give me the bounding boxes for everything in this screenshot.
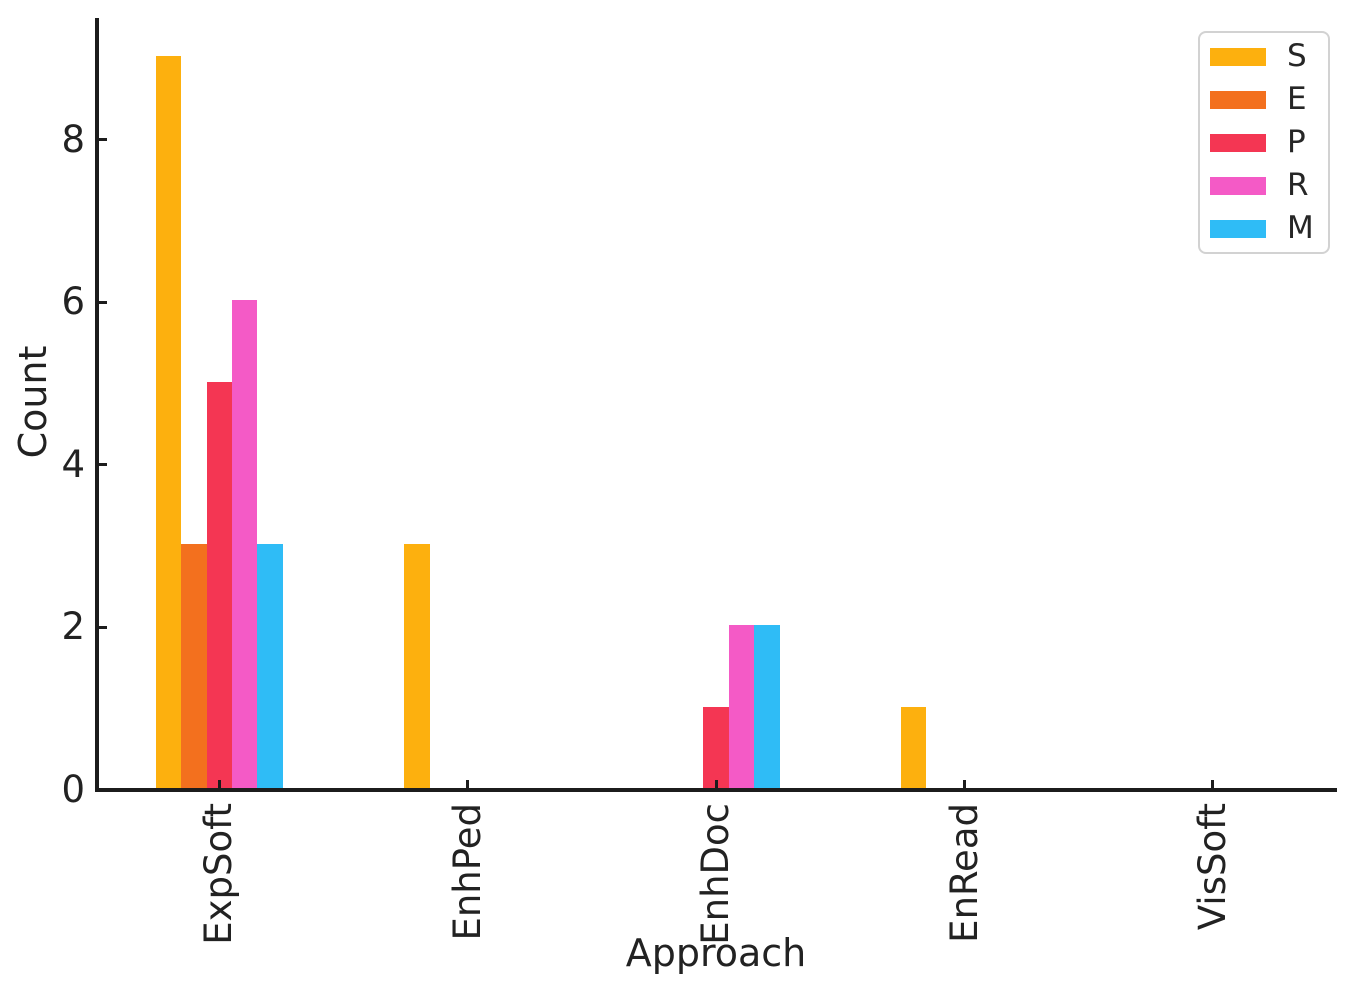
legend-label-M: M (1287, 210, 1314, 246)
legend-swatch-S (1210, 47, 1266, 66)
bar-ExpSoft-P (206, 381, 232, 788)
y-tick-mark-8 (99, 138, 107, 142)
x-tick-label-EnRead: EnRead (942, 803, 986, 943)
x-tick-label-EnhPed: EnhPed (445, 803, 489, 941)
y-tick-label-8: 8 (61, 117, 85, 161)
bar-ExpSoft-R (232, 300, 258, 788)
bar-EnRead-S (901, 706, 927, 788)
bar-ExpSoft-E (181, 544, 207, 788)
x-tick-label-VisSoft: VisSoft (1190, 803, 1234, 931)
y-tick-mark-4 (99, 463, 107, 467)
legend-swatch-P (1210, 133, 1266, 152)
y-axis-spine (95, 18, 99, 792)
y-tick-label-0: 0 (61, 768, 85, 811)
legend-label-E: E (1287, 81, 1307, 117)
legend-item-R: R (1210, 164, 1314, 207)
bar-EnhDoc-P (703, 706, 729, 788)
bar-EnhPed-S (404, 544, 430, 788)
legend-label-P: P (1287, 124, 1306, 160)
legend-item-S: S (1210, 35, 1314, 78)
x-tick-mark-EnhDoc (714, 780, 718, 788)
bar-ExpSoft-S (155, 56, 182, 788)
x-tick-label-EnhDoc: EnhDoc (694, 803, 738, 945)
y-tick-label-6: 6 (61, 280, 85, 324)
y-tick-mark-6 (99, 300, 107, 304)
bar-EnhDoc-R (728, 625, 755, 788)
y-axis-title: Count (11, 345, 55, 459)
legend-swatch-M (1210, 219, 1266, 238)
legend-swatch-R (1210, 176, 1266, 195)
legend-label-S: S (1287, 38, 1307, 74)
bar-EnhDoc-M (754, 625, 780, 788)
x-tick-mark-VisSoft (1211, 780, 1215, 788)
y-tick-label-2: 2 (61, 605, 85, 649)
x-tick-mark-EnhPed (466, 780, 470, 788)
y-tick-label-4: 4 (61, 442, 85, 486)
x-axis-spine (95, 788, 1337, 792)
x-tick-mark-EnRead (963, 780, 966, 788)
bar-ExpSoft-M (257, 544, 283, 788)
legend-item-E: E (1210, 78, 1314, 121)
x-axis-title: Approach (625, 931, 807, 975)
legend-item-M: M (1210, 207, 1314, 250)
x-tick-mark-ExpSoft (217, 780, 221, 788)
y-tick-mark-2 (99, 625, 107, 629)
legend-swatch-E (1210, 90, 1266, 109)
legend-label-R: R (1287, 167, 1309, 203)
legend-item-P: P (1210, 121, 1314, 164)
x-tick-label-ExpSoft: ExpSoft (197, 803, 241, 945)
y-tick-mark-0 (99, 788, 107, 792)
